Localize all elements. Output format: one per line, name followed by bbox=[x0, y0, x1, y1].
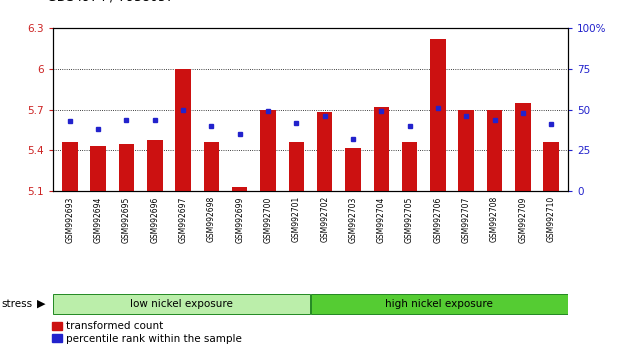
Text: ▶: ▶ bbox=[37, 299, 46, 309]
Bar bbox=[147, 139, 163, 191]
Bar bbox=[62, 142, 78, 191]
Bar bbox=[204, 142, 219, 191]
Text: GSM992708: GSM992708 bbox=[490, 196, 499, 242]
Text: GSM992693: GSM992693 bbox=[65, 196, 75, 242]
Bar bbox=[430, 39, 446, 191]
Text: GSM992702: GSM992702 bbox=[320, 196, 329, 242]
Bar bbox=[119, 144, 134, 191]
Bar bbox=[543, 142, 559, 191]
Text: GSM992704: GSM992704 bbox=[377, 196, 386, 242]
Text: GSM992707: GSM992707 bbox=[462, 196, 471, 242]
Text: GSM992706: GSM992706 bbox=[433, 196, 442, 242]
Bar bbox=[90, 146, 106, 191]
Bar bbox=[53, 294, 310, 314]
Text: GSM992710: GSM992710 bbox=[546, 196, 556, 242]
Bar bbox=[373, 107, 389, 191]
Bar bbox=[260, 110, 276, 191]
Text: GSM992703: GSM992703 bbox=[348, 196, 358, 242]
Text: stress: stress bbox=[1, 299, 32, 309]
Text: high nickel exposure: high nickel exposure bbox=[386, 299, 493, 309]
Text: GSM992696: GSM992696 bbox=[150, 196, 159, 242]
Legend: transformed count, percentile rank within the sample: transformed count, percentile rank withi… bbox=[52, 321, 242, 344]
Text: GSM992694: GSM992694 bbox=[94, 196, 102, 242]
Bar bbox=[515, 103, 531, 191]
Text: GSM992701: GSM992701 bbox=[292, 196, 301, 242]
Text: GSM992705: GSM992705 bbox=[405, 196, 414, 242]
Bar bbox=[232, 187, 248, 191]
Bar bbox=[458, 110, 474, 191]
Text: GSM992698: GSM992698 bbox=[207, 196, 216, 242]
Bar bbox=[175, 69, 191, 191]
Text: low nickel exposure: low nickel exposure bbox=[130, 299, 233, 309]
Bar bbox=[345, 148, 361, 191]
Bar bbox=[487, 110, 502, 191]
Bar bbox=[289, 142, 304, 191]
Text: GSM992697: GSM992697 bbox=[179, 196, 188, 242]
Bar bbox=[317, 113, 332, 191]
Text: GSM992709: GSM992709 bbox=[519, 196, 527, 242]
Text: GSM992695: GSM992695 bbox=[122, 196, 131, 242]
Text: GDS4974 / 7938057: GDS4974 / 7938057 bbox=[47, 0, 174, 4]
Text: GSM992700: GSM992700 bbox=[263, 196, 273, 242]
Text: GSM992699: GSM992699 bbox=[235, 196, 244, 242]
Bar bbox=[402, 142, 417, 191]
Bar bbox=[311, 294, 568, 314]
